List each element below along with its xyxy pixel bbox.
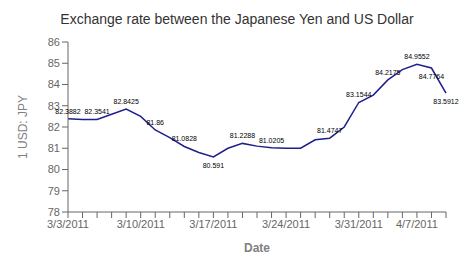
svg-text:82.8425: 82.8425 [113, 98, 138, 105]
svg-text:81: 81 [48, 142, 60, 154]
svg-text:83: 83 [47, 99, 60, 112]
svg-text:81.0205: 81.0205 [259, 137, 284, 144]
svg-text:82.3541: 82.3541 [84, 108, 109, 115]
svg-text:4/7/2011: 4/7/2011 [396, 218, 438, 230]
svg-text:80.591: 80.591 [203, 162, 225, 169]
svg-text:3/31/2011: 3/31/2011 [335, 218, 383, 230]
svg-text:78: 78 [48, 206, 60, 218]
svg-text:83.5912: 83.5912 [433, 98, 458, 105]
svg-text:81.2288: 81.2288 [230, 132, 255, 139]
html-text:Exchange rate between the Japa: Exchange rate between the Japanese Yen a… [60, 11, 414, 27]
svg-text:79: 79 [48, 185, 60, 197]
svg-text:81.86: 81.86 [146, 119, 164, 126]
svg-text:85: 85 [48, 57, 60, 69]
svg-text:82: 82 [48, 121, 60, 133]
svg-text:80: 80 [48, 163, 60, 175]
svg-text:3/10/2011: 3/10/2011 [117, 218, 165, 230]
svg-text:3/24/2011: 3/24/2011 [262, 218, 310, 230]
svg-text:82.3882: 82.3882 [55, 108, 80, 115]
svg-text:81.4747: 81.4747 [317, 127, 342, 134]
svg-text:84.2175: 84.2175 [375, 69, 400, 76]
svg-text:Date: Date [244, 241, 270, 255]
svg-text:83.1544: 83.1544 [346, 91, 371, 98]
svg-text:3/3/2011: 3/3/2011 [47, 218, 89, 230]
svg-text:84.9552: 84.9552 [404, 53, 429, 60]
svg-text:84: 84 [48, 78, 60, 90]
svg-text:1 USD: JPY: 1 USD: JPY [16, 95, 30, 159]
svg-text:3/17/2011: 3/17/2011 [189, 218, 237, 230]
svg-text:86: 86 [48, 36, 60, 48]
svg-text:84.7764: 84.7764 [419, 73, 444, 80]
svg-text:81.0828: 81.0828 [172, 135, 197, 142]
